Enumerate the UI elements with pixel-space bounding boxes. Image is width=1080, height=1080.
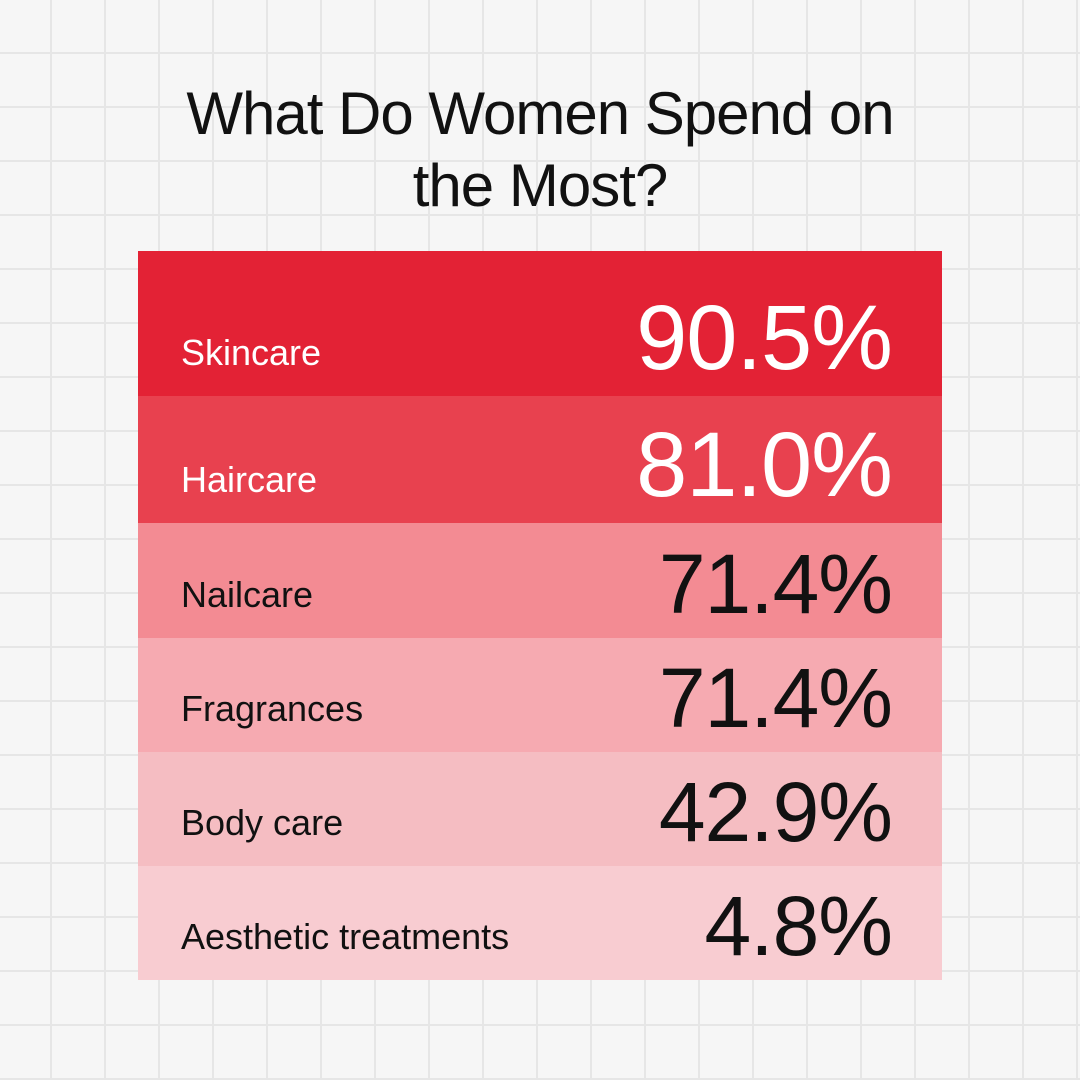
table: Skincare 90.5% Haircare 81.0% Nailcare 71.4% F… xyxy=(138,251,942,980)
percentage-value: 71.4% xyxy=(658,651,893,745)
percentage-value: 90.5% xyxy=(636,287,893,389)
percentage-value: 81.0% xyxy=(636,414,893,516)
table-row: Fragrances 71.4% xyxy=(138,638,942,752)
table-row: Haircare 81.0% xyxy=(138,396,942,523)
title-block: What Do Women Spend on the Most? xyxy=(0,78,1080,222)
title: What Do Women Spend on the Most? xyxy=(186,80,894,219)
category-label: Haircare xyxy=(181,459,318,500)
percentage-value: 42.9% xyxy=(658,765,893,859)
category-label: Nailcare xyxy=(181,574,314,615)
percentage-value: 4.8% xyxy=(704,879,893,973)
table-row: Aesthetic treatments 4.8% xyxy=(138,866,942,980)
percentage-value: 71.4% xyxy=(658,537,893,631)
category-label: Fragrances xyxy=(181,688,364,729)
category-label: Body care xyxy=(181,802,344,843)
table-row: Skincare 90.5% xyxy=(138,251,942,396)
category-label: Aesthetic treatments xyxy=(181,916,510,957)
category-label: Skincare xyxy=(181,332,322,373)
table-row: Body care 42.9% xyxy=(138,752,942,866)
table-row: Nailcare 71.4% xyxy=(138,523,942,638)
